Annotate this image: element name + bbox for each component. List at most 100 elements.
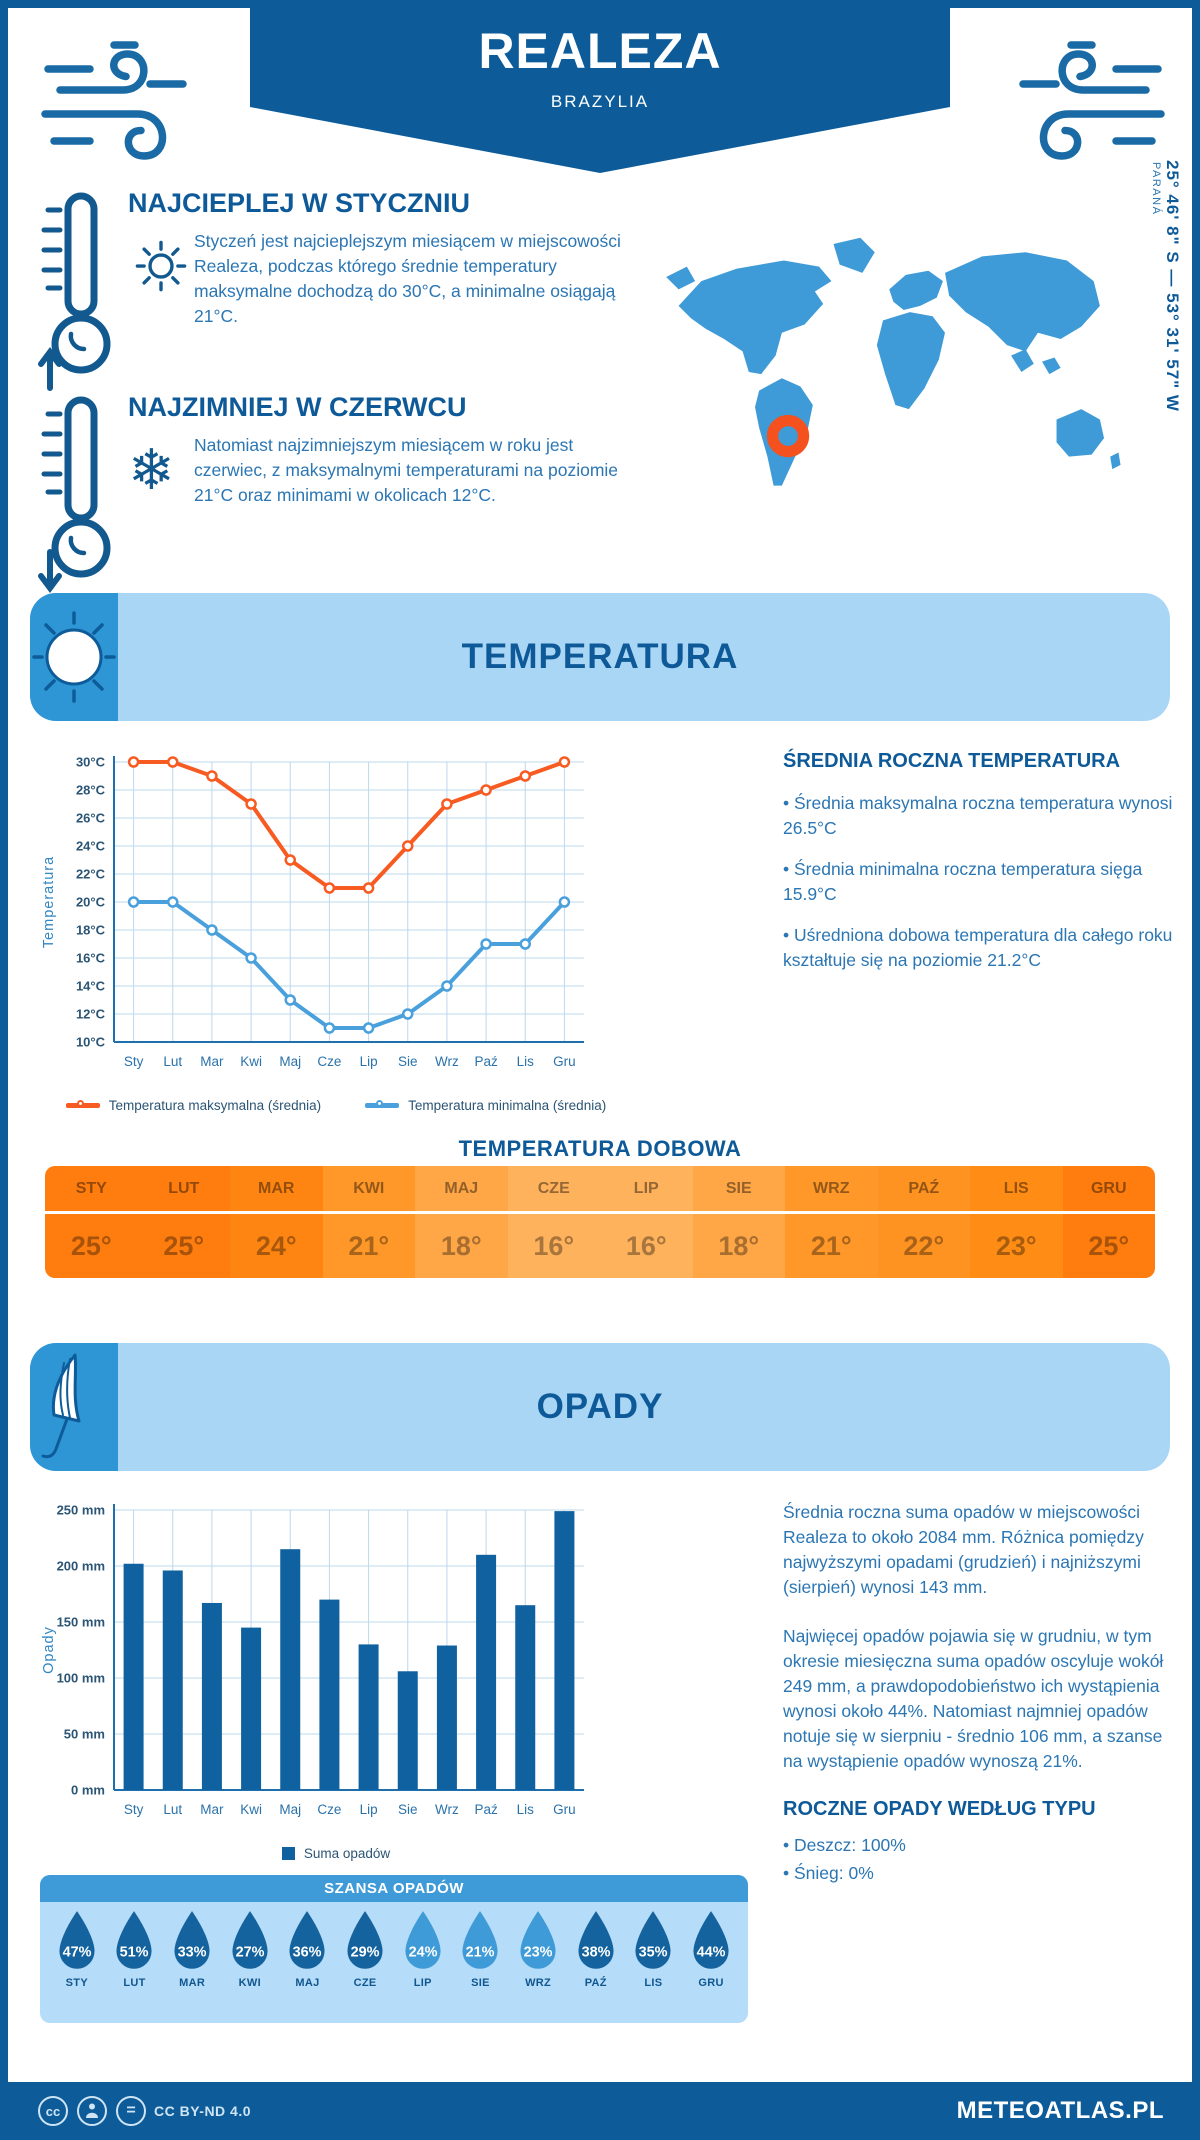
rain-drop-item: 51% LUT [107,1909,161,1989]
svg-text:Maj: Maj [279,1054,301,1069]
svg-text:Lut: Lut [163,1802,182,1817]
daily-temp-column: SIE 18° [692,1166,785,1278]
daily-temp-month: LIS [1003,1179,1029,1197]
drop-month-label: LIS [644,1977,663,1989]
page-title: REALEZA [478,23,722,79]
drop-month-label: MAR [179,1977,206,1989]
svg-text:51%: 51% [120,1944,149,1960]
license-icons: cc = [38,2096,146,2126]
precipitation-type-bullet: • Deszcz: 100% [783,1835,906,1856]
svg-text:Lut: Lut [163,1054,182,1069]
legend-swatch [281,1847,295,1860]
raindrop-icon: 44% [693,1911,729,1969]
svg-text:0 mm: 0 mm [71,1783,105,1798]
svg-text:33%: 33% [178,1944,207,1960]
raindrop-icon: 27% [232,1911,268,1969]
coldest-title: NAJZIMNIEJ W CZERWCU [128,392,467,422]
precipitation-section-banner: OPADY [30,1343,1170,1471]
no-derivatives-icon: = [116,2096,146,2126]
daily-temp-value: 16° [600,1211,693,1278]
daily-temp-month: WRZ [813,1179,850,1197]
daily-temp-month: LIP [633,1179,659,1197]
svg-text:24%: 24% [408,1944,437,1960]
temperature-chart-legend: Temperatura maksymalna (średnia) Temperat… [36,1098,636,1113]
daily-temperature-table: STY 25° LUT 25° MAR 24° KWI 21° MAJ 18° CZE 16° LIP 1… [45,1166,1155,1278]
drop-month-label: LUT [123,1977,146,1989]
temperature-section-banner: TEMPERATURA [30,593,1170,721]
svg-text:10°C: 10°C [76,1035,106,1050]
daily-temp-value: 16° [507,1211,600,1278]
svg-text:Sie: Sie [398,1802,418,1817]
daily-temp-month: MAR [258,1179,295,1197]
svg-text:Paź: Paź [474,1054,498,1069]
svg-text:50 mm: 50 mm [64,1727,105,1742]
svg-text:16°C: 16°C [76,951,106,966]
precipitation-bar-chart: 0 mm 50 mm 100 mm 150 mm 200 mm 250 mm Sty Lut M… [36,1488,636,1838]
svg-text:28°C: 28°C [76,783,106,798]
sun-icon [135,240,187,292]
daily-temp-column: LIP 16° [600,1166,693,1278]
coldest-text: Natomiast najzimniejszym miesiącem w rok… [194,435,619,505]
raindrop-icon: 21% [462,1911,498,1969]
daily-temp-value: 25° [45,1211,138,1278]
sun-banner-icon [32,611,116,703]
precipitation-chance-title: SZANSA OPADÓW [40,1875,748,1902]
precipitation-types-title: ROCZNE OPADY WEDŁUG TYPU [783,1798,1096,1821]
page-content: REALEZA BRAZYLIA NAJCIEPLEJ W STYCZNIU [8,8,1192,2082]
legend-swatch [365,1099,400,1108]
svg-text:Paź: Paź [474,1802,498,1817]
legend-item: Suma opadów [281,1846,390,1861]
svg-text:30°C: 30°C [76,755,106,770]
drop-month-label: CZE [353,1977,377,1989]
svg-text:Sty: Sty [124,1054,144,1069]
svg-text:150 mm: 150 mm [57,1615,105,1630]
svg-text:Opady: Opady [41,1626,57,1674]
svg-text:Gru: Gru [553,1054,576,1069]
license-text: CC BY-ND 4.0 [154,2103,252,2119]
coordinates-text: 25° 46' 8" S — 53° 31' 57" W [1163,160,1182,412]
attribution-person-icon [77,2096,107,2126]
drop-month-label: KWI [238,1977,261,1989]
raindrop-icon: 35% [635,1911,671,1969]
svg-text:22°C: 22°C [76,867,106,882]
map-continents [666,237,1121,486]
footer: cc = CC BY-ND 4.0 METEOATLAS.PL [0,2082,1200,2140]
svg-text:36%: 36% [293,1944,322,1960]
legend-item: Temperatura maksymalna (średnia) [65,1098,322,1113]
svg-text:Lip: Lip [360,1802,378,1817]
header-banner: REALEZA BRAZYLIA [250,8,950,173]
svg-text:38%: 38% [581,1944,610,1960]
svg-text:Sty: Sty [124,1802,144,1817]
rain-drop-item: 38% PAŹ [569,1909,623,1989]
daily-temp-column: GRU 25° [1062,1166,1155,1278]
rain-drop-item: 27% KWI [223,1909,277,1989]
daily-temp-column: STY 25° [45,1166,138,1278]
warmest-title: NAJCIEPLEJ W STYCZNIU [128,188,471,218]
thermometer-up-icon [38,192,111,391]
svg-text:26°C: 26°C [76,811,106,826]
page-subtitle: BRAZYLIA [550,92,650,111]
svg-text:Lis: Lis [517,1054,535,1069]
daily-temp-column: PAŹ 22° [877,1166,970,1278]
precipitation-chance-drops: 47% STY 51% LUT 33% MAR 27% KWI 36% MAJ … [40,1902,748,1989]
drop-month-label: WRZ [525,1977,552,1989]
rain-drop-item: 35% LIS [626,1909,680,1989]
daily-temp-value: 25° [1062,1211,1155,1278]
precipitation-banner-accent [30,1343,118,1471]
daily-temp-value: 21° [785,1211,878,1278]
raindrop-icon: 23% [520,1911,556,1969]
svg-text:Mar: Mar [200,1054,224,1069]
rain-drop-item: 36% MAJ [280,1909,334,1989]
daily-temp-value: 18° [415,1211,508,1278]
rain-drop-item: 33% MAR [165,1909,219,1989]
legend-label: Temperatura maksymalna (średnia) [108,1098,322,1113]
daily-temp-column: LIS 23° [970,1166,1063,1278]
svg-text:44%: 44% [697,1944,726,1960]
daily-temp-value: 22° [877,1211,970,1278]
svg-text:Wrz: Wrz [435,1802,459,1817]
svg-text:Wrz: Wrz [435,1054,459,1069]
svg-text:12°C: 12°C [76,1007,106,1022]
daily-temp-column: KWI 21° [322,1166,415,1278]
svg-text:100 mm: 100 mm [57,1671,105,1686]
raindrop-icon: 47% [59,1911,95,1969]
